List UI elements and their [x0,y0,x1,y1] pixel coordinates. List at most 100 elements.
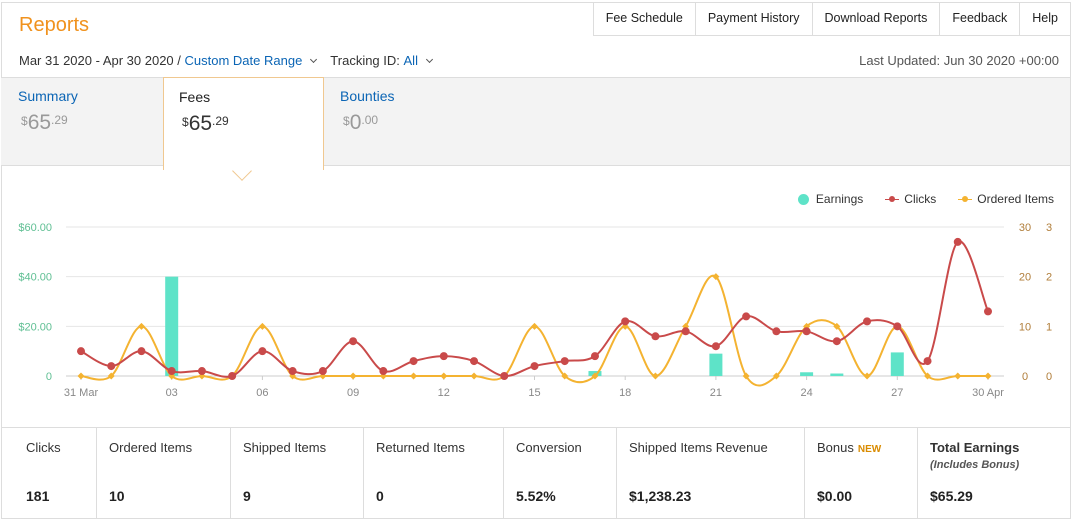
ordered-items-point [651,372,659,380]
legend-earnings[interactable]: Earnings [797,192,864,206]
y-right-ordered-tick-label: 3 [1046,222,1052,234]
stat-value: 10 [109,488,125,504]
clicks-point [439,352,448,361]
stat-value: $65.29 [930,488,973,504]
tab-summary[interactable]: Summary $65.29 [18,78,158,166]
ordered-items-point [924,372,932,380]
stat-value: 181 [26,488,50,504]
y-right-clicks-tick-label: 30 [1019,222,1031,234]
clicks-point [802,327,811,336]
earnings-bar [800,372,814,376]
stat-conversion: Conversion 5.52% [504,428,617,518]
clicks-point [318,367,327,376]
help-link[interactable]: Help [1019,3,1070,35]
x-tick-label: 31 Mar [64,387,99,399]
y-right-ordered-tick-label: 1 [1046,321,1052,333]
clicks-point [228,372,237,380]
stat-label: Shipped Items [243,440,327,455]
clicks-point [772,327,781,336]
x-tick-label: 30 Apr [972,387,1004,399]
earnings-bar [830,373,844,376]
clicks-point [893,322,902,331]
top-links-bar: Fee Schedule Payment History Download Re… [592,3,1070,36]
clicks-point [711,342,720,351]
stat-returned-items: Returned Items 0 [364,428,504,518]
legend-clicks[interactable]: Clicks [885,192,936,206]
clicks-point [470,357,479,366]
stat-value: $1,238.23 [629,488,692,504]
stat-sublabel: (Includes Bonus) [930,459,1020,471]
legend-earnings-label: Earnings [815,192,864,206]
ordered-items-point [107,372,115,380]
stat-label: Clicks [26,440,61,455]
y-left-tick-label: 0 [46,371,52,383]
clicks-point [77,347,85,356]
stat-label: Conversion [516,440,582,455]
stats-bar: Clicks 181 Ordered Items 10 Shipped Item… [1,427,1070,518]
last-updated-text: Last Updated: Jun 30 2020 +00:00 [859,53,1059,68]
ordered-items-point [258,322,266,330]
stat-value: 5.52% [516,488,556,504]
ordered-items-point [954,372,962,380]
tab-summary-value: $65.29 [21,111,68,134]
clicks-point [863,317,872,326]
ordered-items-point [772,372,780,380]
chart-legend: Earnings Clicks Ordered Items [776,192,1054,206]
clicks-point [923,357,932,366]
stat-label: Total Earnings [930,440,1020,455]
stat-shipped-revenue: Shipped Items Revenue $1,238.23 [617,428,805,518]
tab-fees-label: Fees [179,89,211,105]
payment-history-link[interactable]: Payment History [694,3,812,35]
stat-label: Returned Items [376,440,465,455]
y-left-tick-label: $60.00 [18,222,52,234]
ordered-items-point [712,273,720,281]
clicks-point [984,307,992,316]
fee-schedule-link[interactable]: Fee Schedule [605,11,683,25]
earnings-bar [709,353,723,376]
x-tick-label: 09 [347,387,359,399]
stat-value: 0 [376,488,384,504]
clicks-point [832,337,841,346]
ordered-swatch-icon [958,194,973,205]
clicks-point [651,332,660,341]
tab-summary-label: Summary [18,88,78,104]
clicks-point [530,362,539,371]
earnings-bar [890,352,904,376]
feedback-link[interactable]: Feedback [939,3,1019,35]
clicks-point [681,327,690,336]
new-badge: NEW [857,444,882,455]
clicks-point [560,357,569,366]
stat-shipped-items: Shipped Items 9 [231,428,364,518]
filter-bar: Mar 31 2020 - Apr 30 2020 / Custom Date … [19,53,438,68]
clicks-point [500,372,509,380]
y-left-tick-label: $20.00 [18,321,52,333]
stat-label: Shipped Items Revenue [629,440,768,455]
x-tick-label: 06 [256,387,268,399]
ordered-items-point [440,372,448,380]
clicks-point [742,312,751,321]
ordered-items-point [77,372,85,380]
ordered-items-point [349,372,357,380]
legend-ordered[interactable]: Ordered Items [958,192,1054,206]
tab-fees[interactable]: Fees $65.29 [163,77,324,170]
date-range-text: Mar 31 2020 - Apr 30 2020 / [19,53,181,68]
clicks-point [379,367,388,376]
ordered-items-point [984,372,992,380]
stat-ordered-items: Ordered Items 10 [97,428,231,518]
custom-date-range-dropdown[interactable]: Custom Date Range [184,53,303,68]
legend-ordered-label: Ordered Items [977,192,1054,206]
tab-bounties[interactable]: Bounties $0.00 [340,78,480,166]
download-reports-link[interactable]: Download Reports [811,3,940,35]
tracking-id-dropdown[interactable]: All [403,53,418,68]
stat-label: Ordered Items [109,440,193,455]
x-tick-label: 27 [891,387,903,399]
stat-label: Bonus NEW [817,440,882,455]
x-tick-label: 12 [438,387,450,399]
clicks-point [167,367,176,376]
ordered-items-point [470,372,478,380]
stat-bonus: Bonus NEW $0.00 [805,428,918,518]
y-right-ordered-tick-label: 2 [1046,272,1052,284]
x-tick-label: 18 [619,387,631,399]
clicks-swatch-icon [885,194,900,205]
